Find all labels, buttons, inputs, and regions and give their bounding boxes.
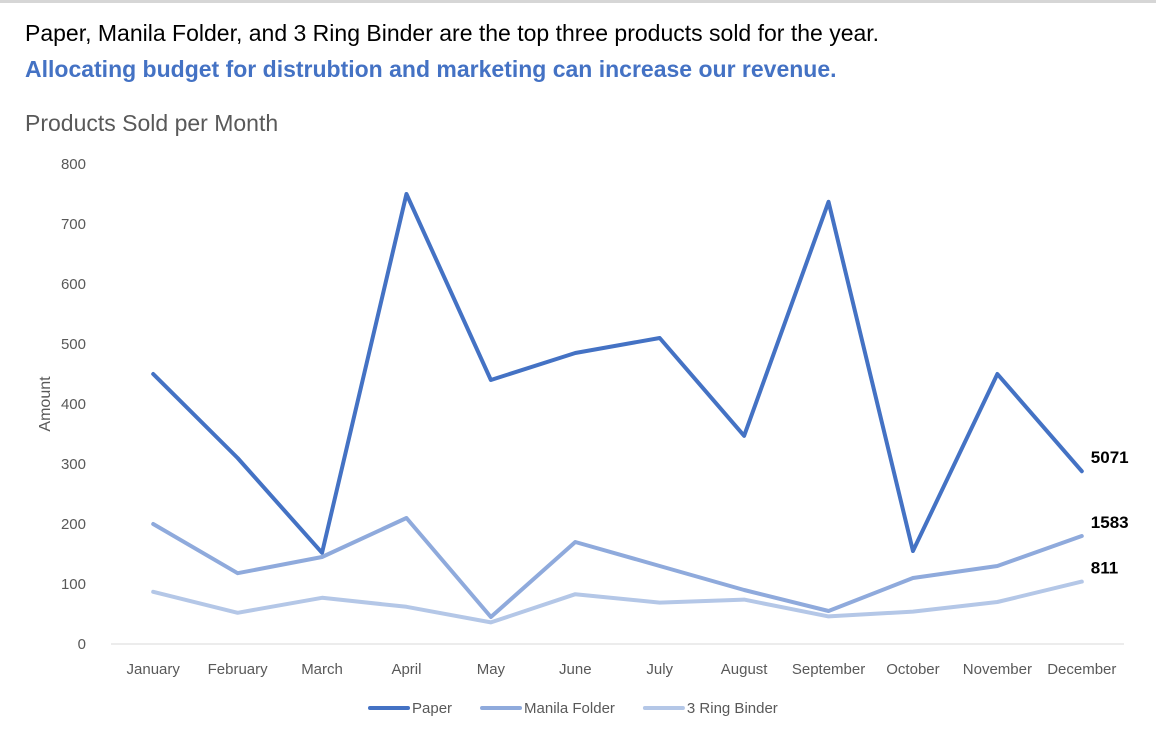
top-border bbox=[0, 0, 1156, 3]
series-line bbox=[151, 192, 1084, 555]
y-tick-label: 600 bbox=[61, 276, 86, 293]
x-tick-label: December bbox=[1047, 661, 1116, 678]
headline: Paper, Manila Folder, and 3 Ring Binder … bbox=[25, 20, 880, 46]
series-total-label: 811 bbox=[1091, 559, 1118, 578]
x-tick-label: July bbox=[646, 661, 673, 678]
legend-label: 3 Ring Binder bbox=[687, 700, 778, 717]
series-group bbox=[151, 192, 1084, 625]
series-total-label: 1583 bbox=[1091, 513, 1129, 532]
x-tick-label: January bbox=[127, 661, 181, 678]
chart-title: Products Sold per Month bbox=[25, 110, 279, 136]
legend: Paper Manila Folder 3 Ring Binder bbox=[368, 700, 778, 717]
y-tick-label: 200 bbox=[61, 516, 86, 533]
series-total-label: 5071 bbox=[1091, 448, 1129, 467]
x-tick-label: November bbox=[963, 661, 1032, 678]
y-tick-label: 300 bbox=[61, 456, 86, 473]
x-tick-label: August bbox=[721, 661, 769, 678]
legend-label: Paper bbox=[412, 700, 452, 717]
end-labels: 5071 1583 811 bbox=[1091, 448, 1129, 577]
series-line bbox=[151, 516, 1084, 619]
subheadline: Allocating budget for distrubtion and ma… bbox=[25, 56, 837, 82]
y-axis-title: Amount bbox=[37, 376, 54, 432]
x-tick-label: June bbox=[559, 661, 592, 678]
y-tick-label: 500 bbox=[61, 336, 86, 353]
x-tick-label: October bbox=[886, 661, 939, 678]
x-tick-label: May bbox=[477, 661, 506, 678]
y-tick-label: 100 bbox=[61, 576, 86, 593]
x-tick-label: March bbox=[301, 661, 343, 678]
x-tick-label: September bbox=[792, 661, 865, 678]
y-tick-label: 0 bbox=[78, 636, 86, 653]
x-axis-ticks: January February March April May June July Augu… bbox=[127, 661, 1117, 678]
y-axis-ticks: 0 100 200 300 400 500 600 700 800 bbox=[61, 156, 86, 653]
y-tick-label: 800 bbox=[61, 156, 86, 173]
legend-label: Manila Folder bbox=[524, 700, 615, 717]
x-tick-label: April bbox=[391, 661, 421, 678]
series-line bbox=[151, 579, 1084, 625]
x-tick-label: February bbox=[208, 661, 269, 678]
y-tick-label: 400 bbox=[61, 396, 86, 413]
y-tick-label: 700 bbox=[61, 216, 86, 233]
